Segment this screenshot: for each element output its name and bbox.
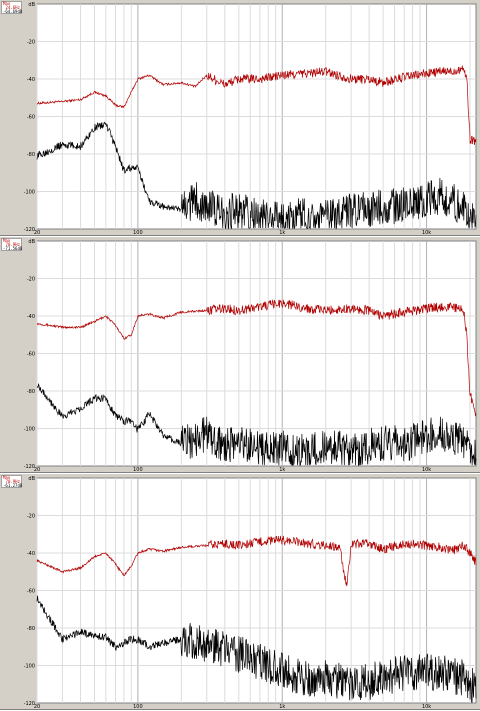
readout-freq-2: 70.9Hz bbox=[5, 242, 20, 247]
max-readout-1: Max 24.6Hz -64.69dB bbox=[1, 1, 22, 14]
readout-level-3: -61.27dB bbox=[3, 483, 23, 488]
readout-label-2: Max bbox=[3, 238, 11, 243]
series-line-black bbox=[36, 595, 477, 703]
y-tick-label: -20 bbox=[27, 277, 35, 283]
x-tick-label: 1k bbox=[279, 704, 285, 709]
y-tick-label: -80 bbox=[27, 626, 35, 632]
spectrum-panel-3: dB -20 -40 -60 -80 -100 -120 20 100 1k 10k Max 70.… bbox=[0, 474, 480, 710]
x-tick-label: 20 bbox=[34, 704, 40, 709]
y-tick-label: -100 bbox=[24, 664, 35, 670]
y-tick-label: -20 bbox=[27, 40, 35, 46]
x-tick-label: 20 bbox=[34, 230, 40, 235]
y-tick-label: -20 bbox=[27, 514, 35, 520]
y-tick-label: -60 bbox=[27, 352, 35, 358]
x-tick-label: 10k bbox=[422, 230, 431, 235]
x-tick-label: 100 bbox=[133, 467, 143, 472]
readout-level-2: -71.56dB bbox=[3, 246, 23, 251]
x-tick-label: 10k bbox=[422, 467, 431, 472]
y-tick-label: dB bbox=[28, 2, 35, 8]
x-tick-label: 1k bbox=[279, 467, 285, 472]
y-tick-label: -120 bbox=[24, 701, 35, 707]
y-tick-label: -40 bbox=[27, 77, 35, 83]
y-tick-label: -120 bbox=[24, 227, 35, 233]
series-line-red bbox=[36, 535, 477, 587]
y-tick-label: -60 bbox=[27, 589, 35, 595]
readout-label-1: Max bbox=[3, 1, 11, 6]
series-line-black bbox=[36, 121, 477, 230]
x-tick-label: 100 bbox=[133, 704, 143, 709]
x-tick-label: 20 bbox=[34, 467, 40, 472]
x-tick-label: 10k bbox=[422, 704, 431, 709]
y-tick-label: -60 bbox=[27, 115, 35, 121]
spectrum-panel-1: dB -20 -40 -60 -80 -100 -120 20 100 1k 10k Max 24.… bbox=[0, 0, 480, 236]
max-readout-2: Max 70.9Hz -71.56dB bbox=[1, 238, 22, 251]
y-tick-label: -40 bbox=[27, 314, 35, 320]
max-readout-3: Max 70.9Hz -61.27dB bbox=[1, 475, 22, 488]
y-tick-label: -100 bbox=[24, 190, 35, 196]
readout-label-3: Max bbox=[3, 475, 11, 480]
y-tick-label: dB bbox=[28, 476, 35, 482]
y-tick-label: -80 bbox=[27, 389, 35, 395]
x-tick-label: 100 bbox=[133, 230, 143, 235]
y-tick-label: dB bbox=[28, 239, 35, 245]
spectrum-panel-2: dB -20 -40 -60 -80 -100 -120 20 100 1k 10k Max 70.… bbox=[0, 237, 480, 473]
y-tick-label: -80 bbox=[27, 152, 35, 158]
series-line-red bbox=[36, 65, 477, 146]
readout-freq-1: 24.6Hz bbox=[5, 5, 20, 10]
readout-freq-3: 70.9Hz bbox=[5, 479, 20, 484]
readout-level-1: -64.69dB bbox=[3, 9, 23, 14]
series-line-red bbox=[36, 299, 477, 417]
y-tick-label: -120 bbox=[24, 464, 35, 470]
y-tick-label: -100 bbox=[24, 427, 35, 433]
x-tick-label: 1k bbox=[279, 230, 285, 235]
y-tick-label: -40 bbox=[27, 551, 35, 557]
series-line-black bbox=[36, 382, 477, 466]
